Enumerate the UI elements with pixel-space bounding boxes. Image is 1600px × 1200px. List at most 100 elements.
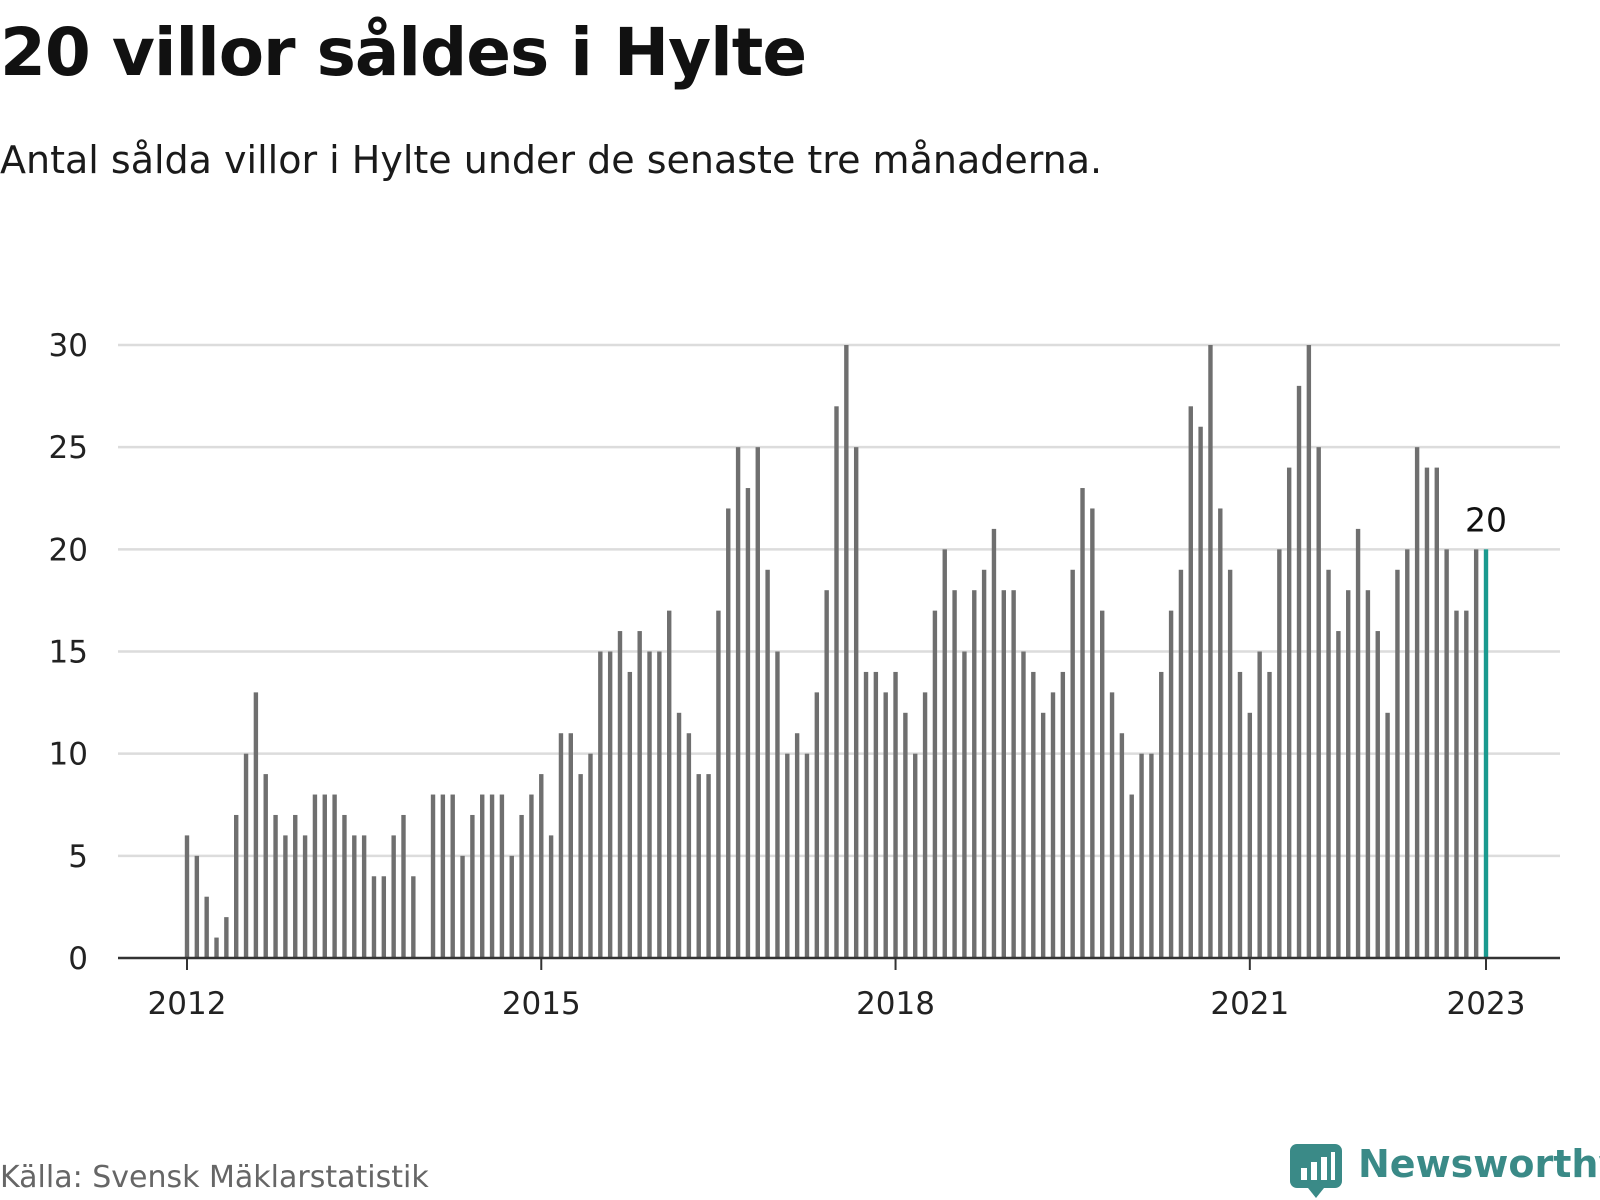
bar	[647, 651, 652, 958]
y-tick-label: 10	[49, 737, 88, 773]
bar	[1434, 467, 1439, 958]
bar	[1326, 569, 1331, 958]
x-axis-ticks: 2012 2015 2018 2021 2023	[148, 958, 1526, 1022]
bar	[667, 610, 672, 958]
chart-subtitle: Antal sålda villor i Hylte under de sena…	[0, 138, 1103, 182]
bar	[785, 753, 790, 958]
bar	[932, 610, 938, 958]
bar	[972, 590, 977, 958]
bar	[1149, 753, 1154, 958]
bar	[411, 876, 416, 958]
bar	[1208, 345, 1213, 958]
bar	[1306, 345, 1312, 958]
bar	[834, 406, 839, 958]
bar	[1355, 528, 1361, 958]
bar	[1050, 692, 1056, 958]
bar	[1444, 549, 1449, 958]
bar	[952, 590, 957, 958]
bar-chart-speech-bubble-icon	[1290, 1144, 1342, 1198]
bar	[1473, 549, 1479, 958]
bar	[1218, 508, 1223, 958]
bar	[430, 794, 436, 958]
bar	[401, 814, 406, 958]
bar	[1198, 426, 1203, 958]
bar	[293, 814, 298, 958]
bar	[922, 692, 928, 958]
bar	[470, 814, 475, 958]
bar	[381, 876, 387, 958]
bar	[539, 774, 544, 958]
bar	[1070, 569, 1075, 958]
bar	[1286, 467, 1292, 958]
bar	[627, 671, 633, 958]
bar	[184, 835, 190, 958]
bar	[352, 835, 357, 958]
bar	[1021, 651, 1026, 958]
bar	[716, 610, 721, 958]
bar	[893, 671, 898, 958]
bar	[903, 712, 908, 958]
bar	[745, 488, 751, 958]
bar	[686, 733, 692, 958]
x-tick-label: 2023	[1447, 986, 1526, 1022]
bar	[1385, 712, 1390, 958]
bar	[942, 549, 947, 958]
bar	[676, 712, 682, 958]
bar	[224, 917, 229, 958]
y-tick-label: 15	[49, 635, 88, 671]
bar	[794, 733, 800, 958]
bar	[1168, 610, 1174, 958]
bar	[558, 733, 564, 958]
newsworthy-logo[interactable]: Newsworthy	[1290, 1142, 1600, 1200]
bar	[1247, 712, 1253, 958]
bar	[1375, 631, 1380, 958]
bar-highlight	[1483, 549, 1489, 958]
bar	[578, 774, 583, 958]
bar	[1395, 569, 1400, 958]
y-tick-label: 30	[49, 328, 88, 364]
bar	[1011, 590, 1016, 958]
bar	[371, 876, 377, 958]
bar	[657, 651, 662, 958]
bar	[726, 508, 731, 958]
bar	[1296, 385, 1302, 958]
bar	[1139, 753, 1144, 958]
bar	[1119, 733, 1125, 958]
bar	[696, 774, 701, 958]
bar	[637, 631, 642, 958]
y-axis-ticks: 0 5 10 15 20 25 30	[49, 328, 88, 977]
bar	[529, 794, 534, 958]
bar	[1424, 467, 1430, 958]
bar	[450, 794, 455, 958]
bar	[204, 896, 209, 958]
bar	[234, 814, 239, 958]
bar	[548, 835, 554, 958]
bar	[853, 447, 859, 958]
gridlines	[118, 343, 1560, 858]
x-tick-label: 2012	[148, 986, 227, 1022]
chart-title: 20 villor såldes i Hylte	[0, 14, 807, 91]
bar	[1060, 671, 1066, 958]
bar	[489, 794, 495, 958]
bar	[1188, 406, 1193, 958]
bar	[509, 855, 514, 958]
bar	[568, 733, 573, 958]
bar	[883, 692, 888, 958]
bar	[480, 794, 485, 958]
bar	[1080, 488, 1085, 958]
bar	[804, 753, 810, 958]
bar	[194, 855, 200, 958]
bar	[824, 590, 829, 958]
bar	[775, 651, 780, 958]
bar	[322, 794, 327, 958]
bar	[1277, 549, 1282, 958]
bar	[598, 651, 603, 958]
bar	[283, 835, 288, 958]
bar	[1454, 610, 1459, 958]
bar	[1129, 794, 1134, 958]
x-tick-label: 2018	[856, 986, 935, 1022]
bar	[735, 447, 741, 958]
bar	[765, 569, 770, 958]
bar	[1346, 590, 1351, 958]
bar	[499, 794, 505, 958]
